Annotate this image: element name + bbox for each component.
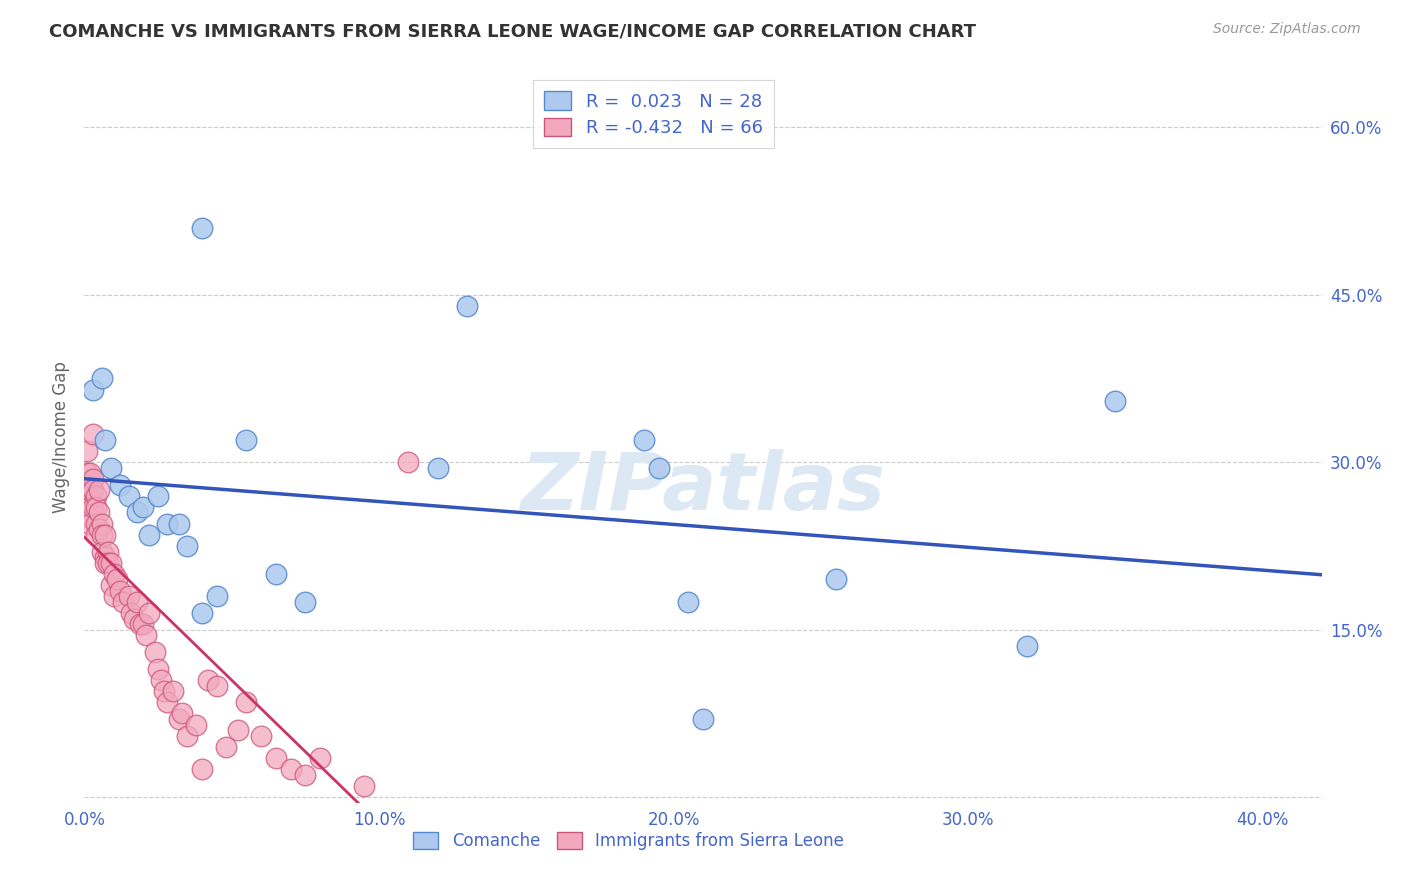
Point [191,762,214,776]
Point [156,695,179,709]
Point [191,220,214,235]
Point [197,673,219,687]
Point [105,573,128,587]
Point [135,628,157,642]
Point [1104,393,1126,408]
Point [205,679,228,693]
Point [127,506,149,520]
Point [103,589,125,603]
Point [82,472,104,486]
Point [250,729,273,743]
Point [146,489,169,503]
Text: COMANCHE VS IMMIGRANTS FROM SIERRA LEONE WAGE/INCOME GAP CORRELATION CHART: COMANCHE VS IMMIGRANTS FROM SIERRA LEONE… [49,22,976,40]
Point [692,712,714,726]
Point [132,500,155,514]
Point [84,489,107,503]
Point [84,500,107,514]
Point [456,299,478,313]
Point [235,433,257,447]
Point [76,489,98,503]
Point [146,662,169,676]
Point [91,544,114,558]
Point [97,556,120,570]
Point [309,751,332,765]
Point [205,589,228,603]
Point [100,556,122,570]
Point [121,606,143,620]
Point [82,500,104,514]
Point [149,673,172,687]
Point [824,573,846,587]
Point [87,483,110,497]
Point [124,611,146,625]
Point [678,595,700,609]
Point [108,477,131,491]
Point [84,516,107,531]
Point [84,528,107,542]
Point [100,578,122,592]
Point [215,739,238,754]
Point [91,516,114,531]
Y-axis label: Wage/Income Gap: Wage/Income Gap [52,361,70,513]
Point [108,583,131,598]
Point [117,489,139,503]
Point [87,522,110,536]
Point [138,606,160,620]
Point [176,539,198,553]
Point [129,617,152,632]
Point [633,433,655,447]
Point [170,706,193,721]
Point [294,768,316,782]
Point [162,684,184,698]
Point [117,589,139,603]
Point [79,511,101,525]
Point [76,477,98,491]
Point [167,712,190,726]
Point [648,460,671,475]
Point [79,483,101,497]
Point [103,566,125,581]
Legend: Comanche, Immigrants from Sierra Leone: Comanche, Immigrants from Sierra Leone [406,825,851,856]
Point [186,717,208,731]
Point [127,595,149,609]
Point [176,729,198,743]
Point [79,516,101,531]
Point [79,500,101,514]
Point [132,617,155,632]
Point [76,467,98,481]
Point [156,516,179,531]
Point [191,606,214,620]
Point [111,595,134,609]
Point [94,550,117,565]
Point [94,556,117,570]
Point [82,383,104,397]
Point [97,544,120,558]
Point [91,371,114,385]
Point [94,528,117,542]
Point [94,433,117,447]
Point [264,751,287,765]
Point [138,528,160,542]
Point [264,566,287,581]
Point [100,460,122,475]
Point [153,684,176,698]
Point [91,528,114,542]
Point [426,460,449,475]
Point [82,427,104,442]
Point [167,516,190,531]
Point [396,455,419,469]
Text: Source: ZipAtlas.com: Source: ZipAtlas.com [1213,22,1361,37]
Point [1015,640,1038,654]
Point [280,762,302,776]
Point [87,506,110,520]
Point [79,467,101,481]
Point [76,444,98,458]
Point [226,723,249,738]
Point [294,595,316,609]
Text: ZIPatlas: ZIPatlas [520,450,886,527]
Point [82,483,104,497]
Point [353,779,375,793]
Point [143,645,166,659]
Point [235,695,257,709]
